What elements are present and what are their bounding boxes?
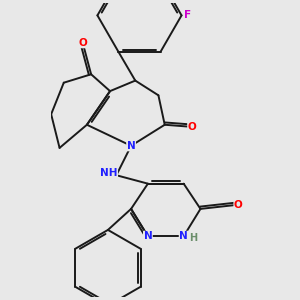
Text: N: N — [143, 231, 152, 241]
Text: F: F — [184, 11, 191, 20]
Text: NH: NH — [100, 168, 118, 178]
Text: N: N — [127, 141, 135, 151]
Text: O: O — [234, 200, 243, 210]
Text: O: O — [188, 122, 197, 132]
Text: O: O — [78, 38, 87, 48]
Text: H: H — [189, 233, 197, 243]
Text: N: N — [179, 231, 188, 241]
